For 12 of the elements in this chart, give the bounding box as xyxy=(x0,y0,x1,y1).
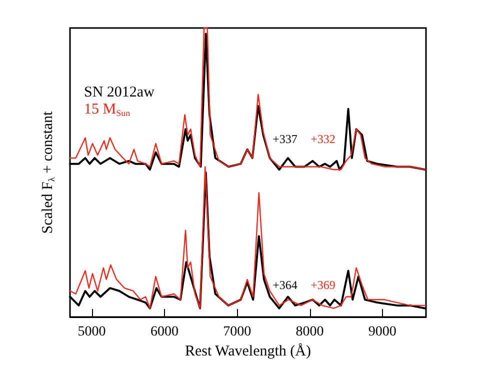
annotation: +332 xyxy=(310,132,336,146)
x-tick-label: 5000 xyxy=(78,324,106,340)
x-tick-label: 8000 xyxy=(296,324,324,340)
y-axis-title: Scaled Fλ + constant xyxy=(40,110,56,234)
annotation: +337 xyxy=(272,132,298,146)
x-tick-label: 9000 xyxy=(368,324,396,340)
x-tick-label: 6000 xyxy=(150,324,178,340)
x-axis-title: Rest Wavelength (Å) xyxy=(185,342,311,360)
annotation: +364 xyxy=(272,278,298,292)
x-tick-label: 7000 xyxy=(223,324,252,340)
annotation: +369 xyxy=(310,278,336,292)
text: SN 2012aw xyxy=(84,84,155,100)
